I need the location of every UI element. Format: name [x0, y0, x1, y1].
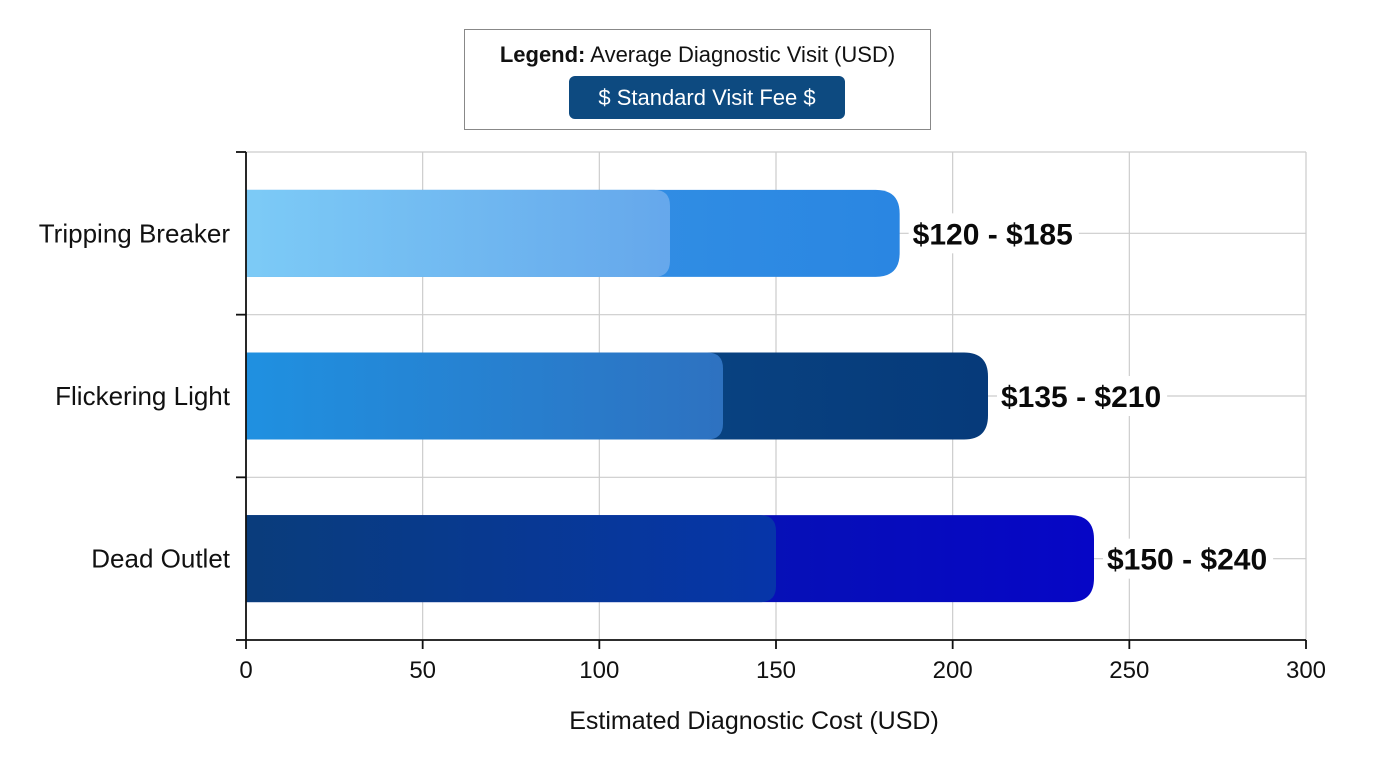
- x-tick-label: 100: [579, 657, 619, 684]
- data-label: $135 - $210: [1001, 381, 1161, 414]
- x-tick-label: 200: [933, 657, 973, 684]
- bars: [246, 189, 1094, 603]
- bar-low: [246, 189, 670, 277]
- x-tick-label: 0: [239, 657, 252, 684]
- data-label-bg: [997, 376, 1168, 416]
- x-axis-title: Estimated Diagnostic Cost (USD): [569, 707, 939, 735]
- x-tick-label: 300: [1286, 657, 1326, 684]
- bar-low: [246, 515, 776, 603]
- legend: Legend: Average Diagnostic Visit (USD) $…: [464, 29, 931, 130]
- data-label: $150 - $240: [1107, 544, 1267, 577]
- data-label-bg: [1103, 538, 1274, 579]
- data-label: $120 - $185: [913, 218, 1073, 251]
- legend-chip: $ Standard Visit Fee $: [569, 76, 845, 119]
- labels: $120 - $185 Tripping Breaker $135 - $210 Fl…: [39, 213, 1326, 735]
- x-tick-label: 250: [1109, 657, 1149, 684]
- data-label-bg: [908, 213, 1079, 254]
- legend-text: Average Diagnostic Visit (USD): [590, 42, 896, 67]
- category-label: Dead Outlet: [91, 544, 231, 574]
- category-label: Tripping Breaker: [39, 218, 231, 248]
- category-label: Flickering Light: [55, 381, 231, 411]
- legend-title: Legend: Average Diagnostic Visit (USD): [465, 42, 930, 68]
- x-tick-label: 150: [756, 657, 796, 684]
- bar-low: [246, 352, 723, 440]
- x-tick-label: 50: [409, 657, 436, 684]
- axes: [236, 151, 1307, 649]
- legend-prefix: Legend:: [499, 42, 586, 67]
